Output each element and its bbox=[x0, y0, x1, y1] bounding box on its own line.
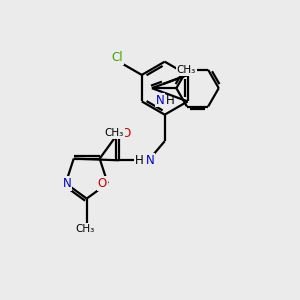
Text: N: N bbox=[155, 94, 164, 106]
Text: H: H bbox=[166, 94, 175, 106]
Text: N: N bbox=[146, 154, 154, 167]
Text: CH₃: CH₃ bbox=[76, 224, 95, 234]
Text: H: H bbox=[135, 154, 144, 167]
Text: CH₃: CH₃ bbox=[177, 65, 196, 75]
Text: Cl: Cl bbox=[112, 51, 123, 64]
Text: O: O bbox=[122, 127, 131, 140]
Text: O: O bbox=[98, 177, 107, 190]
Text: CH₃: CH₃ bbox=[105, 128, 124, 138]
Text: N: N bbox=[63, 177, 71, 190]
